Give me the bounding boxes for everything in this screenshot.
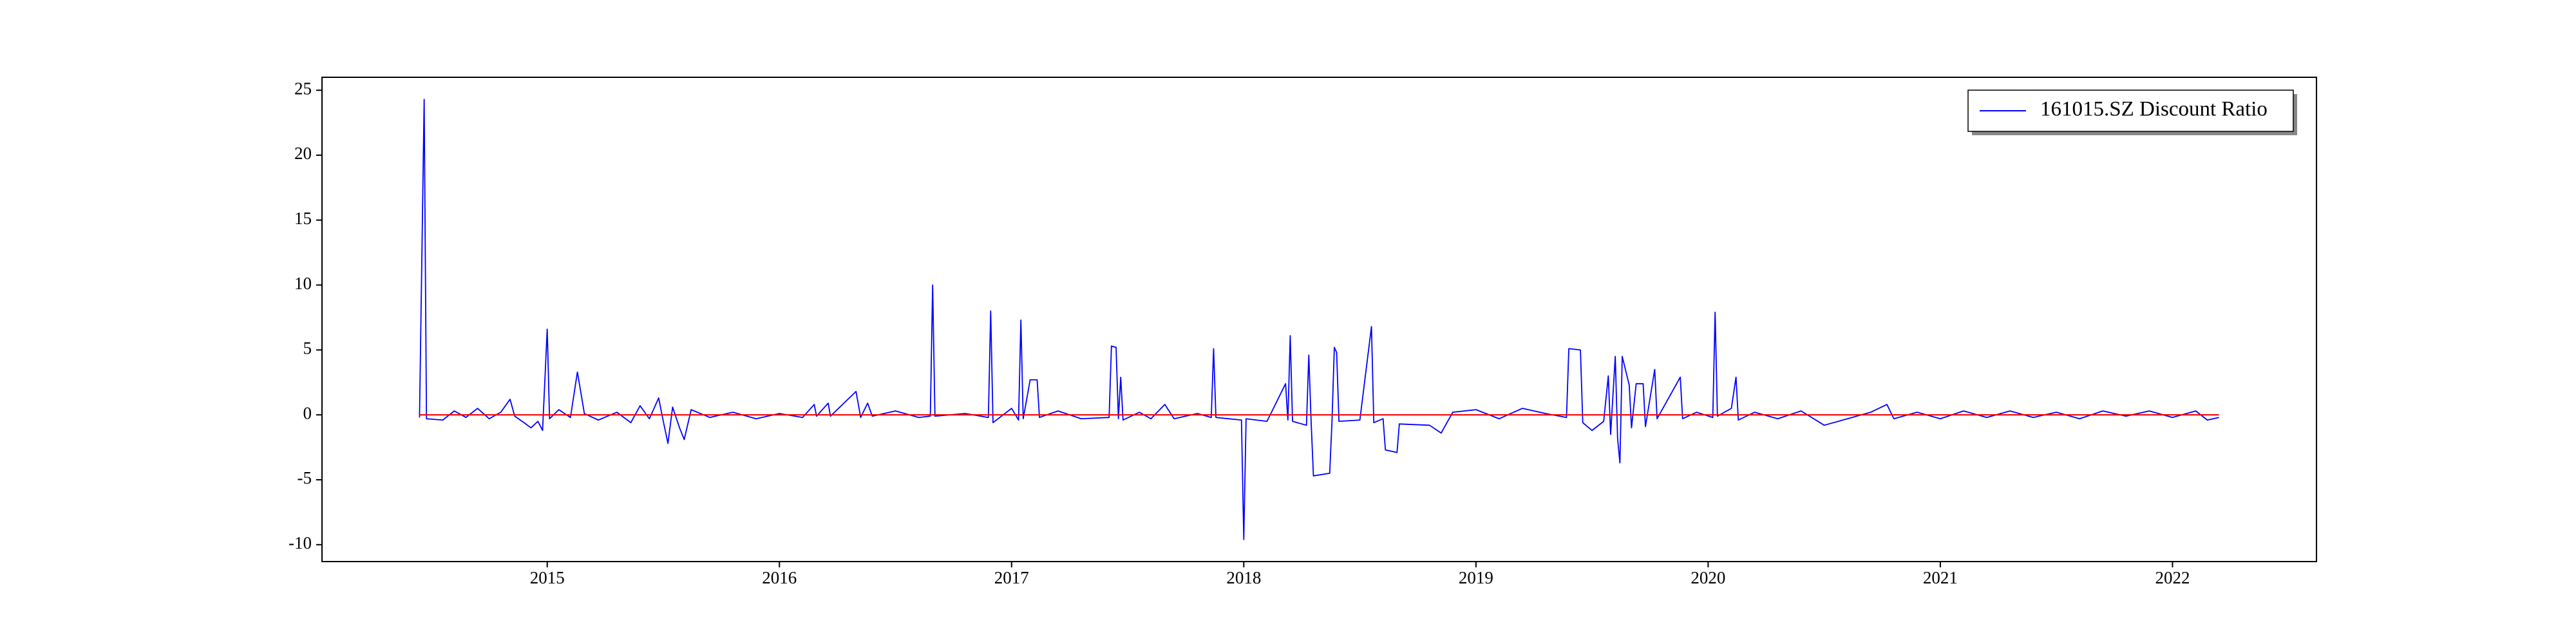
x-tick-label: 2020 xyxy=(1690,568,1725,587)
legend: 161015.SZ Discount Ratio xyxy=(1967,90,2297,135)
x-tick-label: 2016 xyxy=(762,568,797,587)
x-tick-label: 2018 xyxy=(1226,568,1261,587)
y-tick-label: -5 xyxy=(298,468,312,488)
y-tick-label: 5 xyxy=(303,339,312,358)
y-tick-label: -10 xyxy=(289,533,312,553)
x-tick-label: 2021 xyxy=(1923,568,1958,587)
x-tick-label: 2022 xyxy=(2155,568,2190,587)
x-tick-label: 2015 xyxy=(530,568,565,587)
y-tick-label: 0 xyxy=(303,403,312,422)
legend-label: 161015.SZ Discount Ratio xyxy=(2040,98,2268,121)
y-tick-label: 20 xyxy=(294,144,312,163)
x-tick-label: 2019 xyxy=(1459,568,1493,587)
y-tick-label: 10 xyxy=(294,274,312,293)
plot-frame xyxy=(321,77,2317,562)
data-line xyxy=(419,99,2219,540)
y-tick-label: 25 xyxy=(294,79,312,98)
x-tick-label: 2017 xyxy=(994,568,1029,587)
y-tick-label: 15 xyxy=(294,209,312,228)
